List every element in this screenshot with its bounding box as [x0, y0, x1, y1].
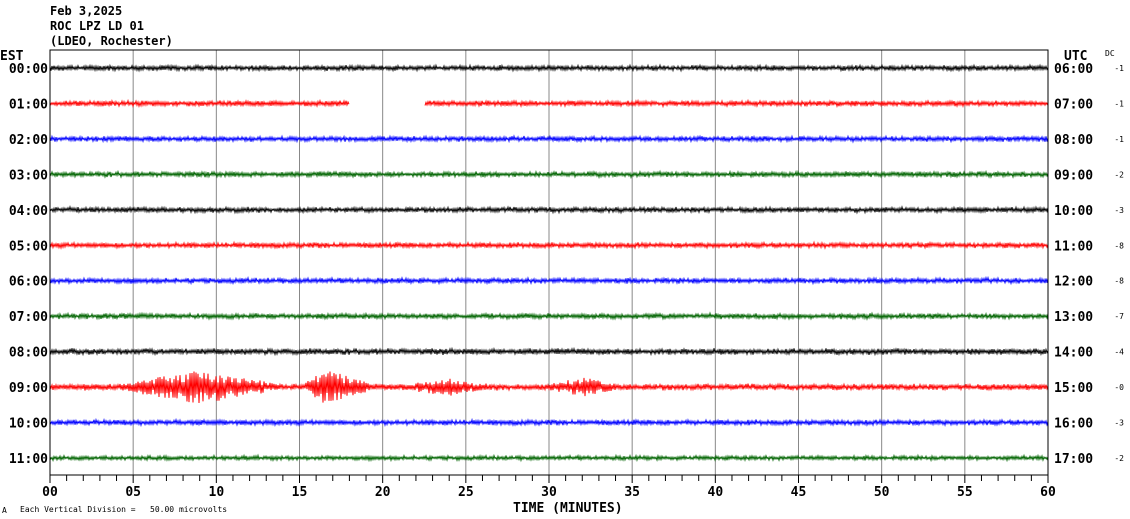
- seismic-trace-0600: [49, 275, 1049, 286]
- seismic-trace-0200: [49, 134, 1049, 144]
- dc-offset: -0: [1114, 383, 1124, 392]
- est-hour-label: 02:00: [9, 133, 48, 148]
- est-hour-label: 07:00: [9, 310, 48, 325]
- dc-offset: -3: [1114, 206, 1124, 215]
- est-hour-label: 11:00: [9, 452, 48, 467]
- est-hour-label: 06:00: [9, 275, 48, 290]
- dc-offset: -1: [1114, 99, 1124, 108]
- x-tick-label: 30: [541, 485, 557, 500]
- x-tick-label: 15: [292, 485, 308, 500]
- x-tick-label: 45: [791, 485, 807, 500]
- est-hour-label: 00:00: [9, 62, 48, 77]
- utc-hour-label: 12:00: [1054, 275, 1093, 290]
- dc-offset: -7: [1114, 312, 1124, 321]
- est-hour-label: 01:00: [9, 97, 48, 112]
- utc-hour-label: 14:00: [1054, 346, 1093, 361]
- utc-hour-label: 10:00: [1054, 204, 1093, 219]
- dc-offset: -2: [1114, 170, 1124, 179]
- utc-hour-label: 15:00: [1054, 381, 1093, 396]
- x-tick-label: 60: [1040, 485, 1056, 500]
- seismic-trace-1100: [49, 453, 1049, 463]
- dc-offset: -8: [1114, 277, 1124, 286]
- dc-offset: -1: [1114, 64, 1124, 73]
- plot-frame: [49, 49, 1049, 476]
- x-tick-label: 10: [209, 485, 225, 500]
- utc-axis-title: UTC: [1064, 49, 1087, 64]
- seismic-trace-0800: [49, 346, 1049, 357]
- est-hour-label: 05:00: [9, 239, 48, 254]
- scale-marker: A: [2, 506, 7, 515]
- seismic-trace-1000: [49, 417, 1049, 428]
- x-tick-label: 20: [375, 485, 391, 500]
- utc-hour-label: 13:00: [1054, 310, 1093, 325]
- seismic-trace-0500: [49, 240, 1049, 250]
- est-axis-title: EST: [0, 49, 24, 64]
- seismic-trace-0700: [49, 311, 1049, 321]
- est-hour-label: 04:00: [9, 204, 48, 219]
- seismic-trace-0300: [49, 169, 1049, 180]
- utc-hour-label: 07:00: [1054, 97, 1093, 112]
- x-tick-label: 00: [42, 485, 58, 500]
- x-tick-label: 40: [708, 485, 724, 500]
- seismic-trace-0900: [49, 371, 1049, 404]
- seismic-trace-0400: [49, 204, 1049, 215]
- dc-title: DC: [1105, 49, 1115, 58]
- x-axis-label: TIME (MINUTES): [513, 501, 623, 516]
- est-hour-label: 08:00: [9, 346, 48, 361]
- dc-offset: -2: [1114, 454, 1124, 463]
- utc-hour-label: 11:00: [1054, 239, 1093, 254]
- x-tick-label: 55: [957, 485, 973, 500]
- x-tick-label: 05: [125, 485, 141, 500]
- utc-hour-label: 17:00: [1054, 452, 1093, 467]
- utc-hour-label: 08:00: [1054, 133, 1093, 148]
- x-tick-label: 35: [624, 485, 640, 500]
- x-tick-label: 50: [874, 485, 890, 500]
- seismic-trace-0000: [49, 63, 1049, 73]
- station-network: (LDEO, Rochester): [50, 34, 173, 48]
- dc-offset: -4: [1114, 348, 1124, 357]
- utc-hour-label: 16:00: [1054, 417, 1093, 432]
- chart-date: Feb 3,2025: [50, 4, 123, 18]
- utc-hour-label: 06:00: [1054, 62, 1093, 77]
- utc-hour-label: 09:00: [1054, 168, 1093, 183]
- x-tick-label: 25: [458, 485, 474, 500]
- seismic-trace-0100: [49, 98, 1049, 109]
- dc-offset: -8: [1114, 241, 1124, 250]
- est-hour-label: 03:00: [9, 168, 48, 183]
- scale-note: Each Vertical Division = 50.00 microvolt…: [20, 505, 227, 514]
- dc-offset: -3: [1114, 419, 1124, 428]
- dc-offset: -1: [1114, 135, 1124, 144]
- station-name: ROC LPZ LD 01: [50, 19, 144, 33]
- est-hour-label: 09:00: [9, 381, 48, 396]
- est-hour-label: 10:00: [9, 417, 48, 432]
